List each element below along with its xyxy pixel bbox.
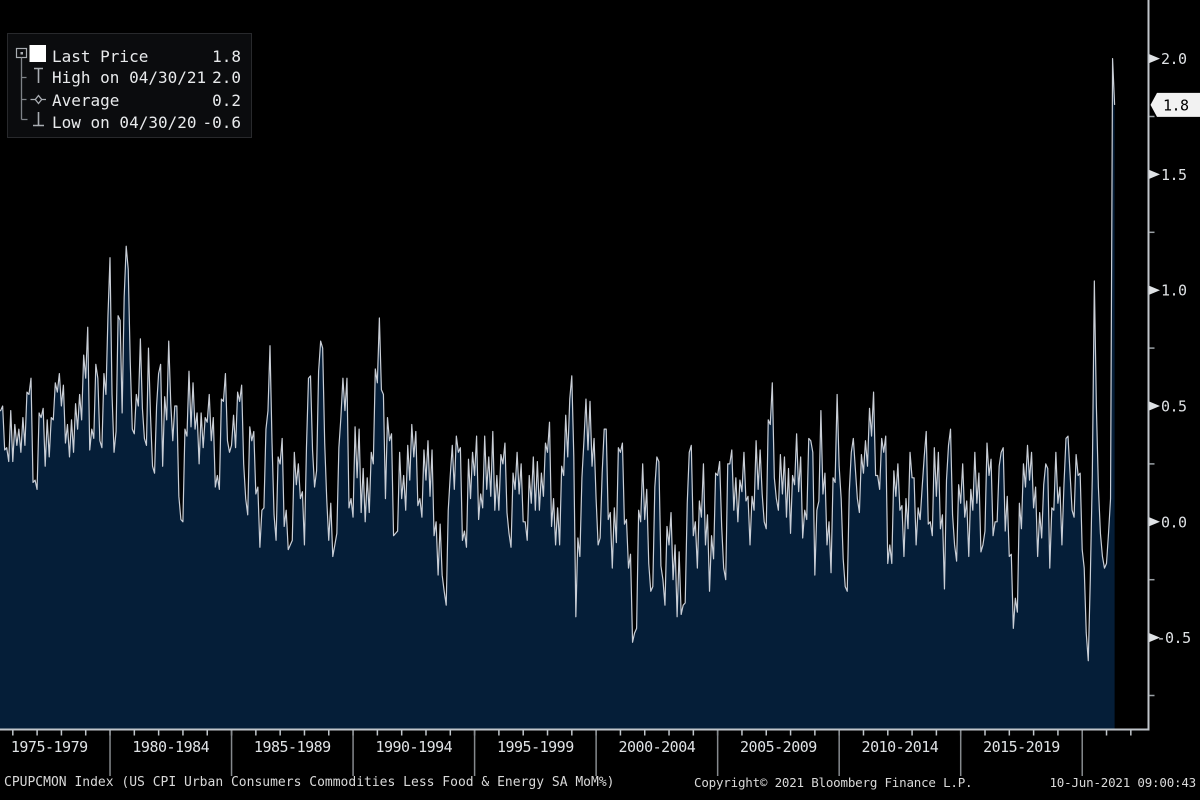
footer-copyright: Copyright© 2021 Bloomberg Finance L.P.	[694, 775, 973, 790]
legend-label: High on 04/30/21	[52, 68, 207, 87]
price-line	[0, 58, 1116, 662]
x-axis-label: 2010-2014	[862, 738, 939, 756]
x-axis-label: 1985-1989	[254, 738, 331, 756]
y-axis-label: 1.0	[1161, 282, 1187, 300]
legend-row-average[interactable]: Average 0.2	[8, 89, 251, 111]
legend-label: Low on 04/30/20	[52, 112, 197, 132]
y-axis-label: 2.0	[1161, 50, 1187, 68]
x-axis-label: 1975-1979	[11, 738, 88, 756]
x-axis-label: 2000-2004	[618, 738, 695, 756]
y-major-tick-arrow	[1149, 169, 1160, 179]
legend-row-last-price[interactable]: Last Price 1.8	[8, 45, 251, 67]
legend-value: -0.6	[202, 112, 241, 132]
low-marker-icon	[33, 112, 44, 127]
last-price-tag-value: 1.8	[1163, 96, 1189, 114]
area-fill	[0, 58, 1115, 730]
chart-legend[interactable]: Last Price 1.8 High on 04/30/21 2.0 Average 0…	[7, 33, 252, 138]
x-axis-label: 1995-1999	[497, 738, 574, 756]
y-major-tick-arrow	[1149, 633, 1160, 643]
y-axis-label: 0.0	[1161, 513, 1187, 531]
legend-expand-icon-dot	[20, 52, 23, 55]
x-axis-label: 1990-1994	[375, 738, 452, 756]
y-axis-label: 1.5	[1161, 166, 1187, 184]
x-axis-label: 2005-2009	[740, 738, 817, 756]
x-axis-label: 1980-1984	[132, 738, 209, 756]
legend-tree-lines	[20, 57, 28, 121]
footer-timestamp: 10-Jun-2021 09:00:43	[1049, 775, 1196, 790]
legend-row-low-on-04-30-20[interactable]: Low on 04/30/20 -0.6	[8, 111, 251, 133]
legend-label: Average	[52, 90, 120, 110]
legend-value: 1.8	[212, 47, 241, 66]
last-price-tag	[1150, 92, 1200, 117]
legend-value: 0.2	[212, 90, 241, 110]
legend-label: Last Price	[52, 47, 149, 66]
y-major-tick-arrow	[1149, 54, 1160, 64]
y-major-tick-arrow	[1149, 285, 1160, 295]
footer-index-name: CPUPCMON Index (US CPI Urban Consumers C…	[4, 775, 615, 790]
legend-tree-icons	[15, 45, 46, 127]
average-marker-icon	[30, 94, 46, 105]
y-axis-label: 0.5	[1161, 398, 1187, 416]
y-major-tick-arrow	[1149, 517, 1160, 527]
legend-row-high-on-04-30-21[interactable]: High on 04/30/21 2.0	[8, 66, 251, 88]
last-price-swatch-icon	[29, 45, 46, 62]
y-axis-label: -0.5	[1157, 629, 1191, 647]
y-major-tick-arrow	[1149, 401, 1160, 411]
x-axis-label: 2015-2019	[983, 738, 1060, 756]
legend-value: 2.0	[212, 68, 241, 87]
high-marker-icon	[34, 67, 43, 83]
